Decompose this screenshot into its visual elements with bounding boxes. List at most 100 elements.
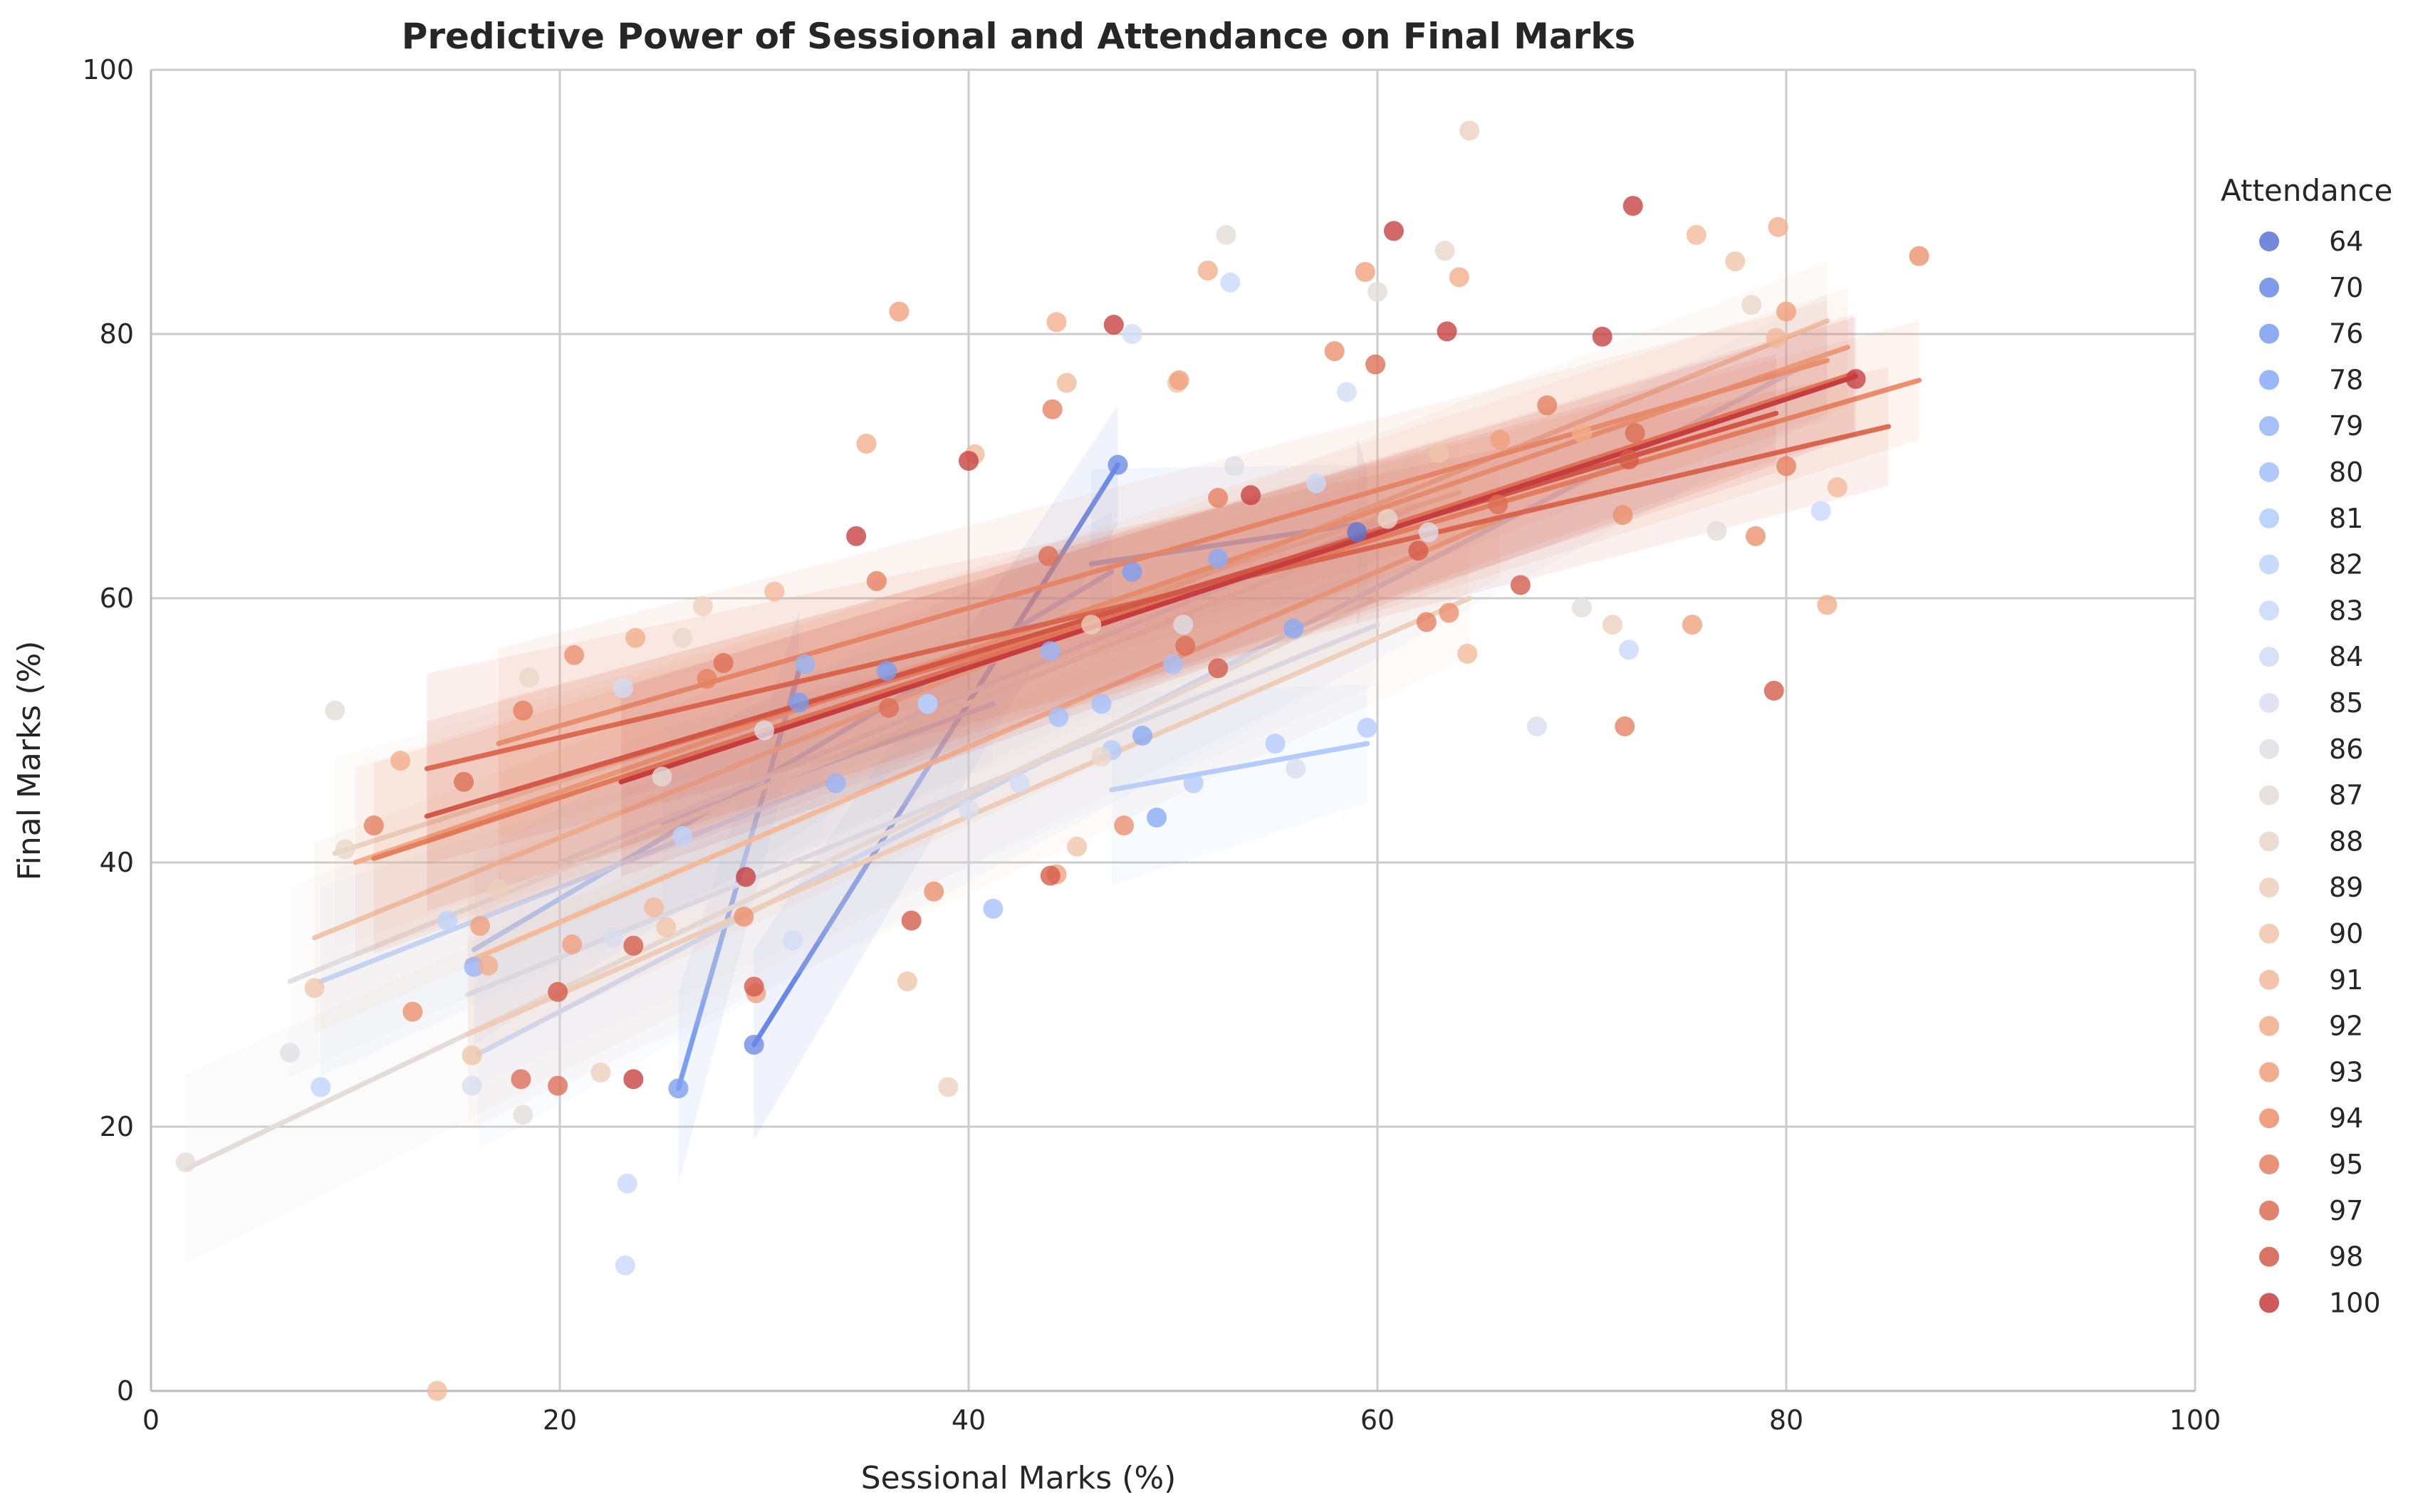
- data-point-90: [897, 971, 917, 991]
- data-point-94: [1439, 603, 1459, 623]
- data-point-81: [1183, 773, 1204, 793]
- data-point-94: [1324, 341, 1345, 362]
- regression-line-86: [287, 516, 1421, 984]
- data-point-83: [1619, 640, 1640, 660]
- data-point-92: [1817, 595, 1838, 615]
- data-point-95: [1042, 399, 1063, 419]
- legend-label: 88: [2329, 825, 2363, 857]
- data-point-89: [692, 596, 713, 617]
- legend-marker: [2259, 462, 2279, 482]
- data-point-94: [1612, 505, 1633, 526]
- data-point-87: [325, 700, 345, 721]
- legend-label: 87: [2329, 780, 2363, 811]
- legend-item: 80: [2259, 457, 2363, 488]
- x-tick-label: 40: [952, 1404, 986, 1436]
- data-point-94: [564, 645, 585, 665]
- data-point-98: [1208, 658, 1229, 679]
- data-point-70: [1108, 454, 1128, 475]
- legend-marker: [2259, 647, 2279, 667]
- regression-line-87: [183, 595, 1380, 1172]
- legend-label: 93: [2329, 1056, 2363, 1088]
- data-point-84: [1009, 773, 1030, 793]
- data-point-94: [402, 1001, 423, 1022]
- data-point-100: [1622, 196, 1643, 217]
- regression-line-92: [353, 345, 1850, 865]
- legend-item: 81: [2259, 503, 2363, 534]
- legend-marker: [2259, 508, 2279, 528]
- legend-marker: [2259, 1016, 2279, 1036]
- legend-label: 95: [2329, 1149, 2363, 1180]
- legend-item: 76: [2259, 318, 2363, 350]
- legend-marker: [2259, 924, 2279, 944]
- data-point-84: [613, 678, 633, 699]
- confidence-band: [621, 316, 1856, 877]
- legend-label: 86: [2329, 734, 2363, 765]
- data-point-95: [363, 815, 384, 836]
- data-point-79: [1040, 641, 1061, 662]
- data-point-89: [1081, 615, 1102, 635]
- x-tick-label: 20: [543, 1404, 577, 1436]
- data-point-90: [1429, 442, 1449, 463]
- data-point-83: [1810, 501, 1831, 521]
- data-point-93: [889, 301, 910, 322]
- data-point-89: [590, 1062, 611, 1083]
- data-point-80: [983, 898, 1004, 919]
- legend-item: 64: [2259, 226, 2363, 257]
- data-point-97: [548, 1075, 568, 1096]
- data-point-89: [1459, 120, 1480, 141]
- data-point-87: [1367, 281, 1387, 302]
- legend-item: 98: [2259, 1241, 2363, 1273]
- data-point-84: [1336, 382, 1357, 402]
- y-axis-label: Final Marks (%): [11, 641, 48, 881]
- confidence-band: [467, 459, 1501, 1057]
- x-axis-ticks: 0 20 40 60 80 100: [142, 1404, 2221, 1436]
- legend-item: 93: [2259, 1056, 2363, 1088]
- legend-label: 76: [2329, 318, 2363, 350]
- data-point-93: [562, 934, 583, 955]
- data-point-88: [1377, 509, 1398, 529]
- regression-line-93: [496, 358, 1830, 746]
- y-axis-ticks: 0 20 40 60 80 100: [82, 54, 134, 1407]
- data-point-90: [304, 978, 325, 999]
- data-point-86: [754, 720, 774, 741]
- data-point-86: [280, 1043, 301, 1063]
- regression-lines: [183, 261, 1922, 1264]
- x-tick-label: 60: [1360, 1404, 1395, 1436]
- regression-line-98: [424, 410, 1779, 819]
- data-point-88: [335, 839, 355, 860]
- data-point-90: [462, 1045, 482, 1065]
- data-point-98: [1619, 449, 1640, 470]
- legend-marker: [2259, 969, 2279, 990]
- legend-marker: [2259, 1154, 2279, 1174]
- legend-label: 79: [2329, 410, 2363, 442]
- data-point-93: [470, 916, 491, 937]
- confidence-band: [1111, 684, 1367, 885]
- legend-marker: [2259, 1200, 2279, 1221]
- legend-marker: [2259, 231, 2279, 251]
- data-point-83: [1306, 473, 1326, 494]
- data-point-98: [901, 910, 922, 931]
- data-point-98: [744, 976, 764, 997]
- data-point-94: [734, 907, 754, 927]
- data-point-78: [1283, 618, 1304, 639]
- data-point-95: [697, 669, 717, 689]
- y-tick-label: 0: [117, 1375, 134, 1407]
- data-point-92: [1768, 217, 1788, 237]
- data-point-97: [713, 652, 734, 673]
- data-point-80: [1163, 654, 1183, 674]
- data-point-70: [744, 1034, 764, 1055]
- regression-line-95: [371, 371, 1857, 861]
- data-point-82: [917, 694, 938, 714]
- data-point-91: [1827, 477, 1848, 498]
- data-point-79: [464, 956, 484, 977]
- data-point-91: [1686, 224, 1706, 245]
- data-point-91: [1056, 372, 1077, 393]
- data-point-92: [1572, 423, 1592, 444]
- legend-label: 92: [2329, 1011, 2363, 1042]
- data-point-85: [462, 1075, 482, 1096]
- data-point-76: [668, 1078, 689, 1099]
- data-point-85: [603, 927, 623, 948]
- confidence-band: [185, 538, 1377, 1264]
- data-point-85: [1526, 716, 1547, 736]
